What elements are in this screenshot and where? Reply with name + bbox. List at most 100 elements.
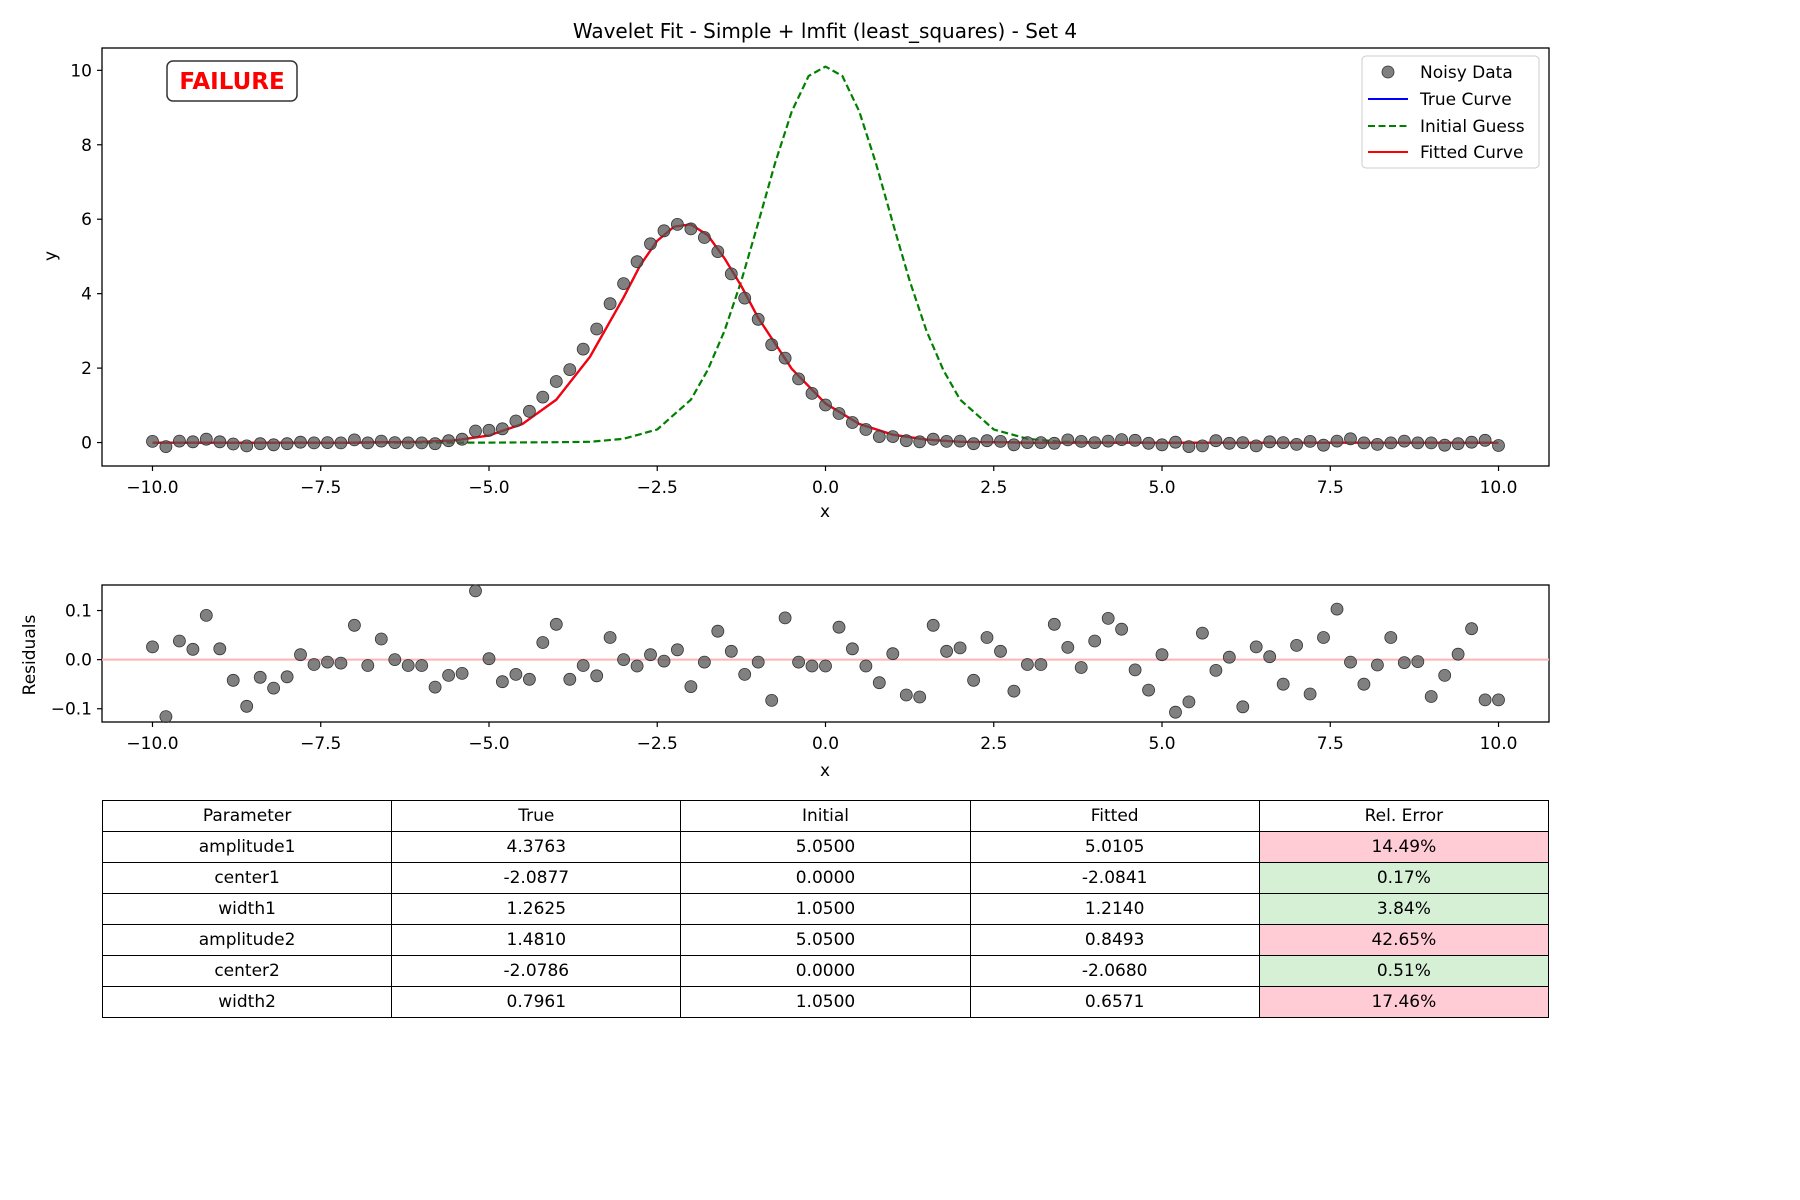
data-point [294,435,307,449]
residual-point [886,647,900,661]
data-point [1115,433,1128,447]
residual-point [1155,648,1169,662]
data-point [1074,434,1088,448]
main-x-axis: −10.0 −7.5 −5.0 −2.5 0.0 2.5 5.0 7.5 10.0 [126,466,1517,498]
data-point [1209,434,1223,448]
residual-point [711,624,725,638]
residual-point [482,652,496,666]
residuals-y-axis-label: Residuals [20,615,40,696]
rel-error-cell: 42.65% [1258,924,1550,956]
table-cell: 1.4810 [391,924,682,956]
main-plot: Wavelet Fit - Simple + lmfit (least_squa… [41,19,1550,522]
table-cell: 1.2140 [969,893,1260,925]
legend-box [1361,55,1540,169]
table-cell: -2.0841 [969,862,1260,894]
table-header-row: Parameter True Initial Fitted Rel. Error [101,800,1550,832]
data-point [186,435,200,449]
residual-point [1088,634,1102,648]
data-point [926,432,940,446]
data-point [1021,436,1034,450]
residual-point [146,640,159,654]
residual-point [549,617,563,631]
table-row: center1 -2.0877 0.0000 -2.0841 0.17% [101,862,1550,894]
residual-point [967,673,980,687]
residual-point [738,668,752,681]
x-tick-label: −7.5 [300,478,341,498]
data-point [536,390,550,404]
data-point [213,435,227,449]
data-point [832,407,846,420]
data-point [1465,435,1478,449]
residual-point [563,672,577,686]
data-point [280,437,294,451]
residual-point [1061,641,1075,654]
table-cell: amplitude2 [101,924,393,956]
data-point [1088,436,1102,450]
data-point [899,434,913,448]
data-point [388,436,402,450]
residual-point [455,667,469,680]
residual-point [751,655,765,669]
residual-point [1411,655,1425,668]
data-point [1438,438,1452,452]
data-point [1357,436,1371,450]
legend-marker-noisy-data [1381,65,1395,79]
residual-point [1303,687,1317,701]
data-point [1101,434,1115,448]
data-point [1034,436,1048,450]
residual-point [872,676,886,690]
residual-point [536,636,550,649]
data-point [1142,436,1155,450]
residual-point [832,620,846,634]
residual-point [1169,705,1182,719]
table-cell: 5.0500 [680,831,971,863]
data-point [307,436,321,450]
residual-point [442,669,456,682]
residual-point [1182,695,1196,709]
y-tick-label: 10 [70,61,92,81]
legend-label-fitted-curve: Fitted Curve [1420,143,1523,163]
table-cell: 0.7961 [391,986,682,1018]
data-point [226,437,240,451]
residual-point [415,659,429,672]
table-cell: -2.0877 [391,862,682,894]
data-point [711,245,725,259]
residual-point [724,644,738,658]
x-tick-label: 2.5 [980,478,1007,498]
data-point [657,224,671,238]
data-point [1344,432,1357,446]
residual-point [495,675,509,689]
residual-point [603,631,617,644]
x-tick-label: 7.5 [1317,734,1344,754]
data-point [644,237,657,251]
table-row: amplitude1 4.3763 5.0500 5.0105 14.49% [101,831,1550,863]
residual-point [590,669,604,683]
residual-point [953,641,967,655]
x-tick-label: −2.5 [637,734,678,754]
residual-point [1397,656,1411,669]
data-point [199,432,213,446]
residual-point [1492,693,1505,707]
series-line-initial-guess [152,65,1499,444]
data-point [469,424,482,438]
table-header-cell: Parameter [101,800,393,832]
x-tick-label: −5.0 [468,734,509,754]
residual-point [294,648,307,662]
residual-point [388,653,402,666]
data-point [886,430,900,444]
residual-point [1451,647,1465,661]
residual-point [1330,602,1344,616]
table-row: width1 1.2625 1.0500 1.2140 3.84% [101,893,1550,925]
data-point [1492,439,1505,452]
table-row: width2 0.7961 1.0500 0.6571 17.46% [101,986,1550,1018]
residual-point [1384,631,1398,644]
residual-point [1263,650,1277,664]
data-point [603,297,617,311]
legend-label-true-curve: True Curve [1419,90,1512,110]
table-cell: -2.0786 [391,955,682,987]
residual-point [1196,626,1209,640]
y-tick-label: 0.0 [65,651,92,671]
data-point [442,434,456,448]
residual-point [1128,663,1142,677]
residual-point [240,699,254,713]
